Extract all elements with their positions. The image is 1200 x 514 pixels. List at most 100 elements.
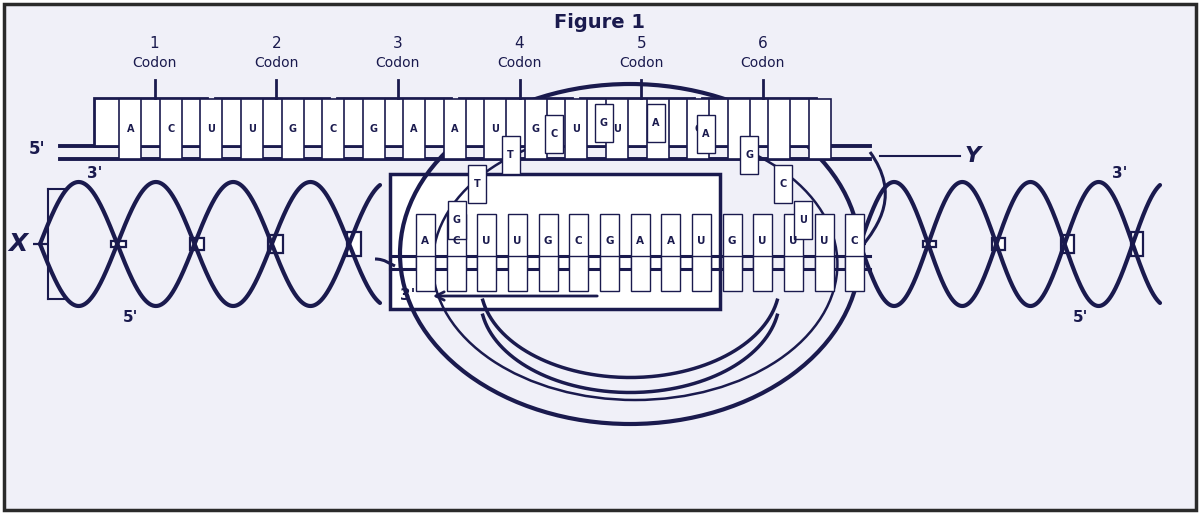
Bar xyxy=(722,256,742,291)
Text: C: C xyxy=(779,179,786,189)
Text: 3': 3' xyxy=(1112,167,1128,181)
Text: U: U xyxy=(208,124,215,134)
Bar xyxy=(268,235,283,253)
Bar xyxy=(581,98,694,146)
Bar xyxy=(539,256,558,291)
Text: U: U xyxy=(758,236,767,247)
Bar xyxy=(508,214,527,269)
Text: 5': 5' xyxy=(29,140,46,158)
Bar xyxy=(502,136,520,174)
Text: C: C xyxy=(551,129,558,139)
Text: 6: 6 xyxy=(758,35,768,50)
Bar xyxy=(524,99,547,159)
Bar xyxy=(815,214,834,269)
Text: U: U xyxy=(572,124,581,134)
Bar xyxy=(688,99,709,159)
Text: C: C xyxy=(452,236,460,247)
Bar xyxy=(403,99,425,159)
Bar xyxy=(809,99,830,159)
Bar xyxy=(478,214,496,269)
Text: Y: Y xyxy=(965,146,982,166)
Text: 5: 5 xyxy=(636,35,646,50)
Bar xyxy=(661,214,680,269)
Text: C: C xyxy=(167,124,174,134)
Bar xyxy=(630,256,649,291)
Bar xyxy=(692,256,710,291)
Text: T: T xyxy=(508,150,514,160)
Bar xyxy=(569,256,588,291)
Bar xyxy=(362,99,385,159)
Text: Codon: Codon xyxy=(254,56,299,70)
Text: G: G xyxy=(370,124,378,134)
FancyBboxPatch shape xyxy=(4,4,1196,510)
Bar xyxy=(754,214,772,269)
Text: U: U xyxy=(697,236,706,247)
Bar xyxy=(784,214,803,269)
Bar xyxy=(722,214,742,269)
Text: C: C xyxy=(575,236,582,247)
Text: A: A xyxy=(636,236,644,247)
Bar xyxy=(200,99,222,159)
Bar xyxy=(539,214,558,269)
Text: Codon: Codon xyxy=(376,56,420,70)
Bar xyxy=(784,256,803,291)
Bar xyxy=(468,166,486,204)
Bar xyxy=(215,98,329,146)
Text: C: C xyxy=(851,236,858,247)
Bar xyxy=(478,256,496,291)
Text: A: A xyxy=(126,124,134,134)
Bar xyxy=(446,214,466,269)
Bar xyxy=(446,256,466,291)
Text: U: U xyxy=(248,124,256,134)
Bar xyxy=(322,99,344,159)
Text: 2: 2 xyxy=(271,35,281,50)
Bar xyxy=(390,174,720,309)
Bar xyxy=(119,99,142,159)
Bar xyxy=(565,99,587,159)
Bar xyxy=(600,214,619,269)
Text: 3': 3' xyxy=(400,288,415,303)
Text: A: A xyxy=(667,236,674,247)
Text: G: G xyxy=(288,124,296,134)
Bar xyxy=(815,256,834,291)
Text: U: U xyxy=(799,215,808,225)
Text: A: A xyxy=(451,124,458,134)
Bar xyxy=(241,99,263,159)
Text: A: A xyxy=(410,124,418,134)
Text: Figure 1: Figure 1 xyxy=(554,12,646,31)
Text: C: C xyxy=(330,124,337,134)
Text: 3': 3' xyxy=(88,167,103,181)
Text: U: U xyxy=(491,124,499,134)
Bar xyxy=(692,214,710,269)
Text: G: G xyxy=(600,118,608,128)
Text: Codon: Codon xyxy=(497,56,541,70)
Bar xyxy=(416,214,434,269)
Bar xyxy=(94,98,208,146)
Text: 5': 5' xyxy=(122,310,138,325)
Bar xyxy=(1061,235,1074,253)
Bar xyxy=(702,98,816,146)
Text: 4: 4 xyxy=(515,35,524,50)
Bar xyxy=(282,99,304,159)
Bar xyxy=(190,238,204,250)
Text: A: A xyxy=(653,118,660,128)
Bar xyxy=(606,99,628,159)
Text: C: C xyxy=(695,124,702,134)
Bar xyxy=(923,241,936,247)
Bar xyxy=(112,241,126,247)
Bar xyxy=(160,99,182,159)
Text: Codon: Codon xyxy=(132,56,176,70)
Text: U: U xyxy=(514,236,522,247)
Text: G: G xyxy=(745,150,754,160)
Text: A: A xyxy=(421,236,430,247)
Bar xyxy=(661,256,680,291)
Bar xyxy=(774,166,792,204)
Bar xyxy=(647,104,665,142)
Text: G: G xyxy=(727,236,737,247)
Text: A: A xyxy=(702,129,709,139)
Bar xyxy=(992,238,1004,250)
Bar xyxy=(508,256,527,291)
Text: U: U xyxy=(820,236,828,247)
Bar xyxy=(845,256,864,291)
Text: G: G xyxy=(605,236,613,247)
